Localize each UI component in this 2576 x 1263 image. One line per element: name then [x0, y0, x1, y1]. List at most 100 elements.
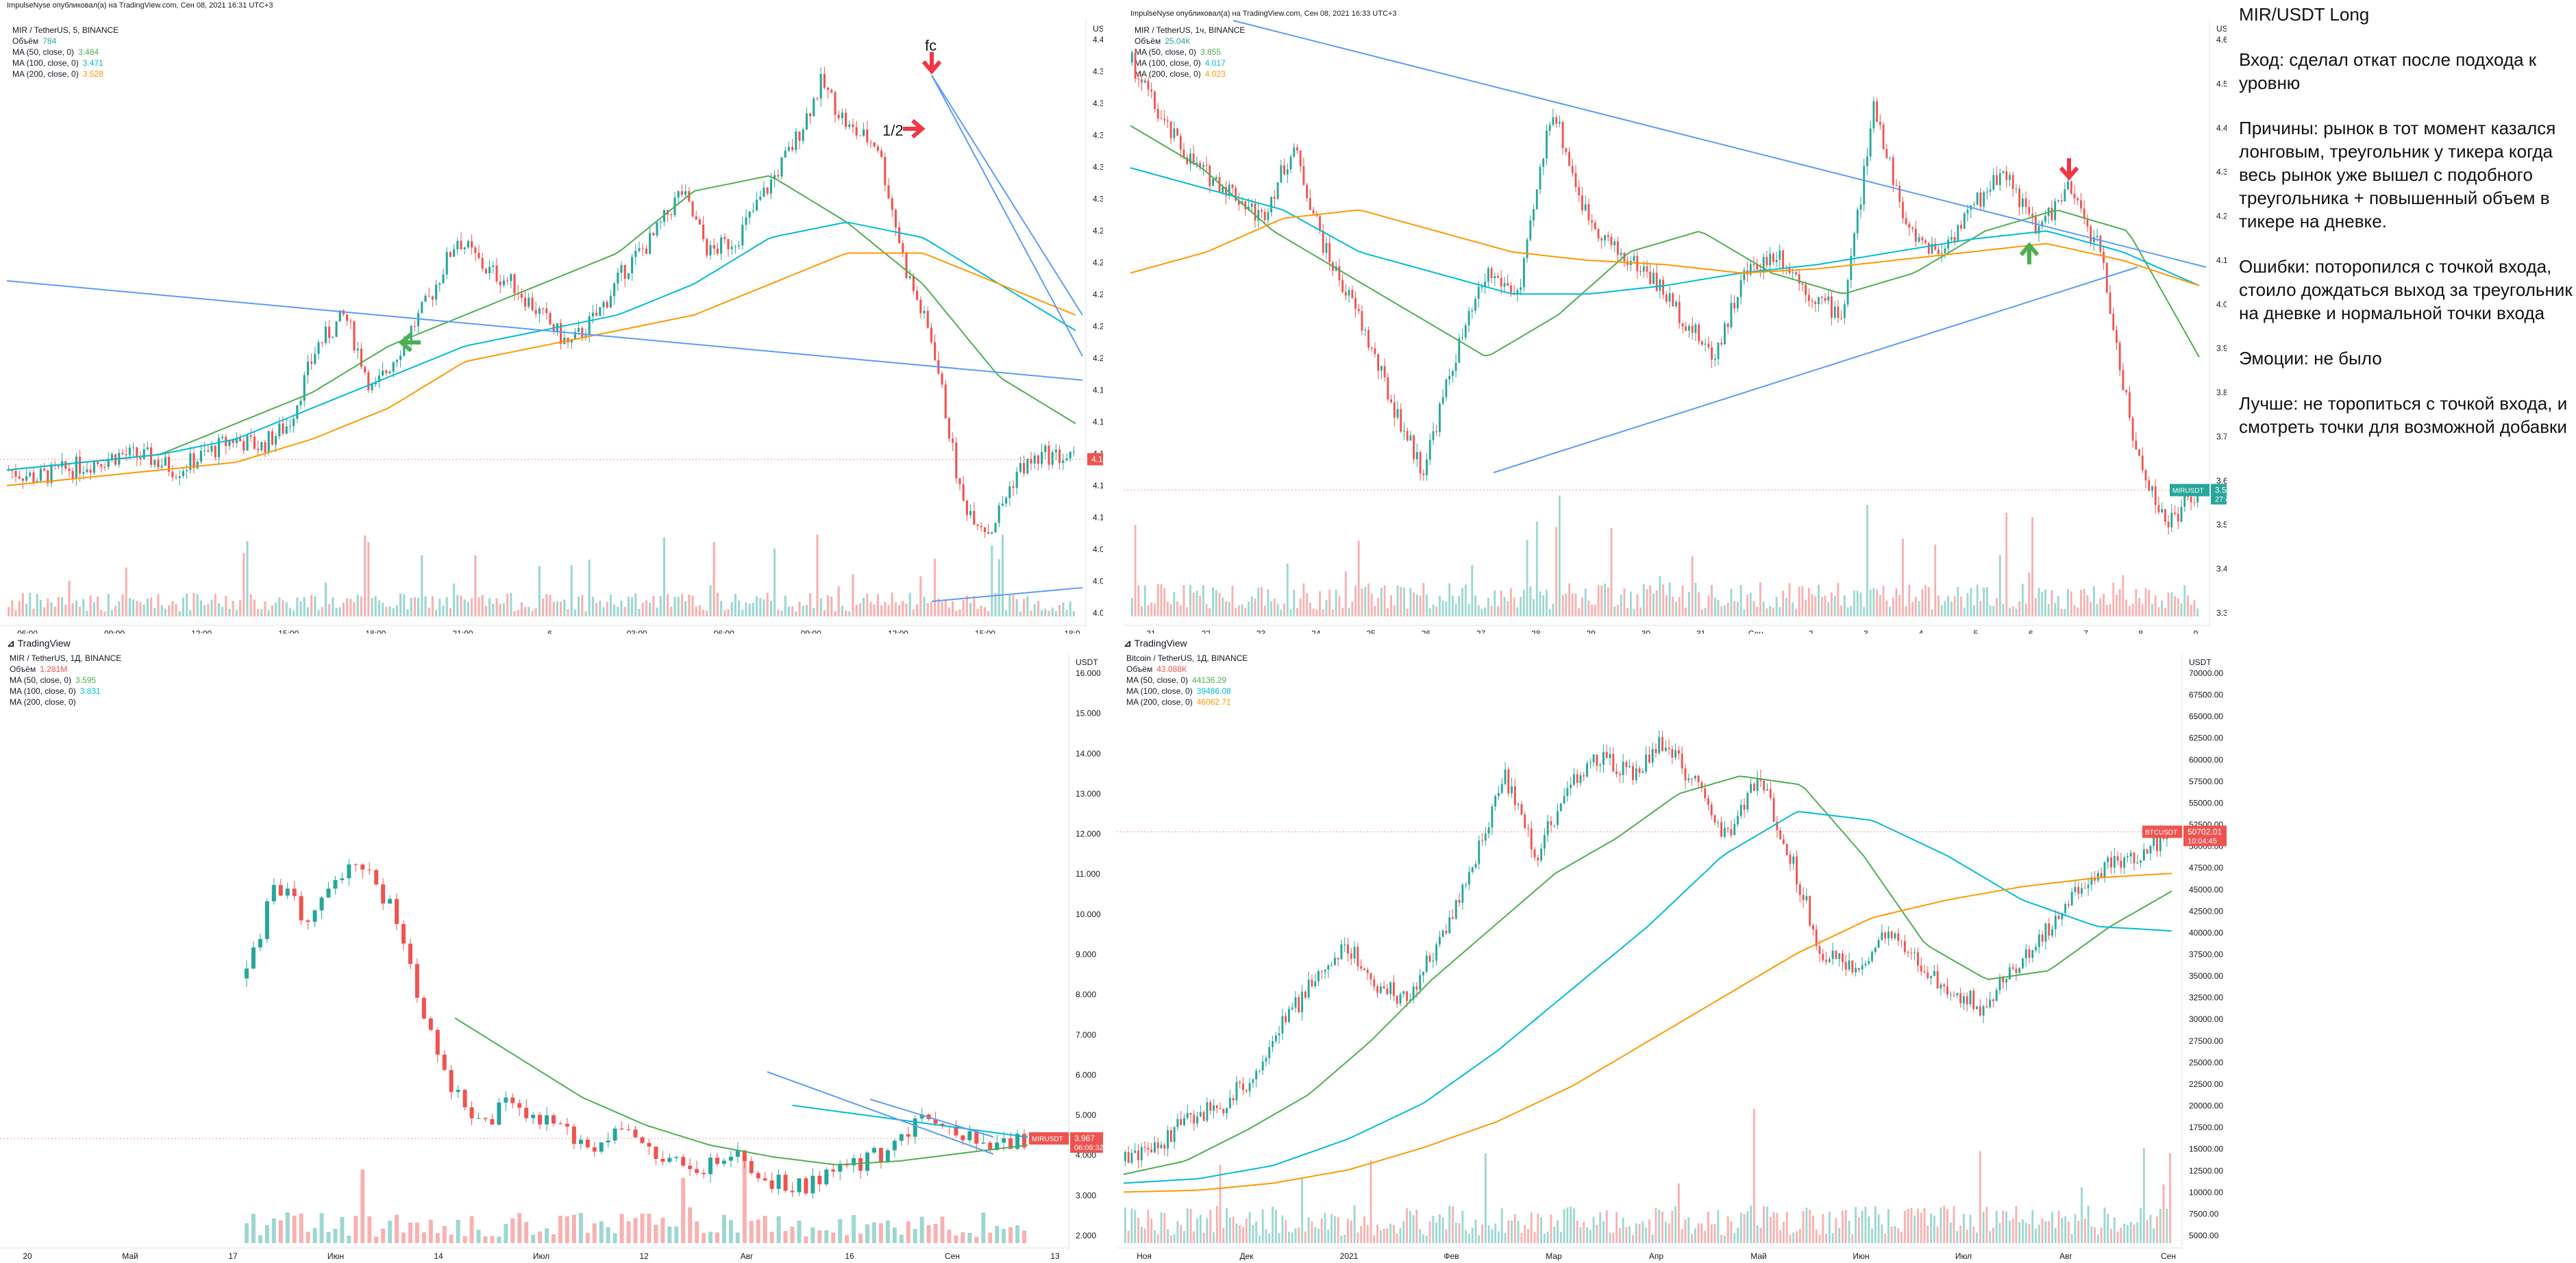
ma50-legend[interactable]: MA (50, close, 0) 3.855 — [1135, 47, 1222, 57]
volume-bar — [267, 610, 270, 616]
chart-canvas[interactable]: USDT4.6004.5004.4004.3004.2004.1004.0003… — [1124, 0, 2227, 640]
volume-bar — [723, 610, 726, 616]
chart-canvas[interactable]: USDT4.4004.3804.3604.3404.3204.3004.2804… — [0, 0, 1103, 640]
candle-body — [965, 500, 968, 515]
volume-bar — [1995, 1210, 1998, 1243]
chart-panel-1d-mir[interactable]: ⊿ TradingView MIR / TetherUS, 1Д, BINANC… — [0, 634, 1103, 1263]
candle-body — [1805, 896, 1808, 901]
volume-bar — [349, 599, 352, 616]
volume-bar — [2146, 1220, 2148, 1243]
candle-body — [1370, 347, 1373, 349]
ma100-legend[interactable]: MA (100, close, 0) 3.471 — [12, 58, 103, 68]
volume-bar — [2170, 592, 2173, 616]
volume-bar — [1558, 495, 1561, 616]
candle-body — [1610, 237, 1613, 246]
volume-bar — [848, 611, 851, 616]
ma200-legend[interactable]: MA (200, close, 0) — [10, 697, 76, 707]
candle-body — [2110, 857, 2112, 868]
volume-bar — [136, 601, 138, 616]
candle-body — [834, 92, 837, 115]
candle-body — [1153, 1142, 1156, 1153]
volume-bar — [442, 1225, 447, 1243]
candle-body — [1633, 255, 1635, 262]
candle-body — [1062, 460, 1065, 464]
price-tick-label: 20000.00 — [2189, 1101, 2223, 1111]
candle-body — [612, 1128, 617, 1141]
volume-bar — [1389, 1223, 1392, 1243]
candle-body — [1415, 986, 1418, 990]
symbol-line[interactable]: MIR / TetherUS, 1Д, BINANCE — [10, 653, 122, 663]
volume-bar — [906, 1221, 911, 1243]
ma50-legend[interactable]: MA (50, close, 0) 44136.29 — [1126, 675, 1227, 685]
symbol-line[interactable]: MIR / TetherUS, 1ч, BINANCE — [1135, 25, 1246, 35]
candle-body — [1366, 970, 1369, 973]
volume-bar — [1717, 599, 1720, 616]
candle-body — [1143, 1147, 1146, 1148]
volume-bar — [1788, 583, 1791, 616]
candle-body — [395, 899, 399, 925]
ma50-legend[interactable]: MA (50, close, 0) 3.484 — [12, 47, 99, 57]
candle-body — [902, 243, 904, 253]
candle-body — [912, 276, 915, 291]
candle-body — [275, 436, 277, 445]
ma100-legend[interactable]: MA (100, close, 0) 4.017 — [1135, 58, 1226, 68]
volume-bar — [798, 601, 801, 616]
candle-body — [150, 447, 153, 465]
candle-body — [1746, 792, 1749, 810]
volume-bar — [1617, 605, 1619, 616]
volume-bar — [2064, 608, 2066, 616]
chart-panel-1h[interactable]: ImpulseNyse опубликовал(а) на TradingVie… — [1124, 0, 2227, 640]
candle-body — [558, 1123, 562, 1125]
volume-bar — [1805, 1208, 1808, 1243]
candle-body — [538, 308, 541, 314]
volume-bar — [1805, 599, 1807, 616]
candle-body — [2064, 904, 2067, 914]
candle-body — [887, 185, 890, 199]
symbol-line[interactable]: MIR / TetherUS, 5, BINANCE — [12, 25, 119, 35]
ma200-legend[interactable]: MA (200, close, 0) 3.528 — [12, 69, 103, 79]
ma200-legend[interactable]: MA (200, close, 0) 4.023 — [1135, 69, 1226, 79]
ma100-legend[interactable]: MA (100, close, 0) 39486.08 — [1126, 686, 1231, 696]
candle-body — [1140, 1147, 1143, 1161]
volume-bar — [385, 606, 388, 616]
candle-body — [1618, 774, 1621, 775]
ma200-legend[interactable]: MA (200, close, 0) 46062.71 — [1126, 697, 1231, 707]
candle-body — [1147, 1147, 1150, 1150]
volume-bar — [1684, 1219, 1687, 1243]
chart-canvas[interactable]: USDT16.00015.00014.00013.00012.00011.000… — [0, 634, 1103, 1263]
chart-panel-1d-btc[interactable]: ⊿ TradingView Bitcoin / TetherUS, 1Д, BI… — [1117, 634, 2227, 1263]
candle-body — [97, 462, 99, 464]
volume-bar — [1441, 1217, 1444, 1243]
volume-bar — [2074, 1214, 2077, 1243]
price-tick-label: 4.300 — [2216, 167, 2227, 177]
volume-bar — [2131, 603, 2134, 616]
price-tick-label: 4.220 — [1093, 322, 1103, 332]
candle-body — [1487, 268, 1489, 282]
volume-bar — [1662, 584, 1665, 616]
volume-bar — [727, 609, 730, 616]
volume-bar — [1697, 1223, 1700, 1243]
chart-panel-5m[interactable]: ImpulseNyse опубликовал(а) на TradingVie… — [0, 0, 1103, 640]
volume-bar — [913, 1229, 917, 1243]
candle-body — [702, 224, 705, 240]
candle-body — [1895, 185, 1898, 186]
candle-body — [1054, 449, 1057, 453]
volume-bar — [1884, 1234, 1887, 1243]
ma100-legend[interactable]: MA (100, close, 0) 3.831 — [10, 686, 101, 696]
chart-canvas[interactable]: USDT70000.0067500.0065000.0062500.006000… — [1117, 634, 2227, 1263]
volume-bar — [1933, 1215, 1935, 1243]
volume-bar — [2005, 1211, 2007, 1243]
candle-body — [2131, 418, 2134, 441]
volume-bar — [1831, 1233, 1834, 1243]
volume-bar — [641, 602, 644, 616]
candle-body — [1265, 1058, 1267, 1062]
volume-bar — [1726, 602, 1729, 616]
ma50-line — [1123, 775, 2172, 1175]
candle-body — [1802, 895, 1805, 901]
volume-bar — [715, 1232, 719, 1243]
candle-body — [534, 310, 537, 314]
ma50-legend[interactable]: MA (50, close, 0) 3.595 — [10, 675, 97, 685]
volume-bar — [1393, 1225, 1395, 1243]
trend-line — [931, 75, 1083, 357]
symbol-line[interactable]: Bitcoin / TetherUS, 1Д, BINANCE — [1126, 653, 1248, 663]
